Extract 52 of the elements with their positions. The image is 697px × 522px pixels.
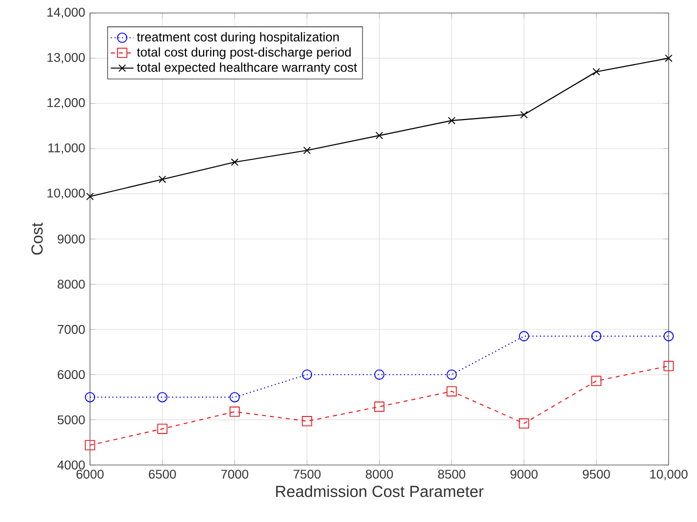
point: [303, 146, 311, 154]
point: [302, 369, 312, 380]
point: [230, 406, 240, 417]
y-tick-label: 14,000: [48, 8, 85, 18]
x-tick-label: 8500: [438, 470, 466, 479]
point: [374, 369, 384, 380]
point: [591, 331, 602, 342]
point: [520, 110, 528, 118]
point: [376, 132, 384, 140]
y-tick-label: 5000: [58, 415, 85, 424]
legend-label: total expected healthcare warranty cost: [136, 62, 358, 74]
point: [158, 176, 166, 184]
point: [157, 424, 168, 434]
y-axis-title: Cost: [31, 222, 43, 255]
point: [664, 360, 674, 372]
x-tick-label: 7500: [294, 470, 321, 479]
point: [592, 68, 600, 76]
x-axis-title: Readmission Cost Parameter: [276, 485, 484, 498]
y-tick-label: 4000: [57, 460, 85, 470]
y-tick-label: 8000: [58, 280, 85, 289]
point: [448, 116, 456, 124]
y-tick-label: 12,000: [48, 98, 85, 109]
x-tick-label: 6000: [76, 470, 104, 479]
point: [374, 402, 384, 412]
x-tick-label: 8000: [366, 470, 393, 479]
x-tick-label: 6500: [148, 470, 176, 479]
x-tick-label: 9000: [510, 470, 538, 479]
y-tick-label: 6000: [58, 370, 85, 380]
point: [518, 418, 530, 429]
point: [84, 392, 96, 402]
y-tick-label: 9000: [58, 234, 85, 244]
point: [230, 392, 240, 402]
point: [84, 440, 96, 450]
point: [664, 54, 672, 62]
legend-label: total cost during post-discharge period: [136, 47, 351, 60]
x-tick-label: 7000: [221, 470, 248, 479]
point: [86, 192, 94, 200]
x-tick-label: 10,000: [650, 470, 688, 480]
y-tick-label: 13,000: [48, 52, 85, 64]
point: [518, 331, 530, 342]
point: [302, 416, 312, 426]
point: [230, 158, 238, 166]
y-tick-label: 10,000: [48, 188, 85, 200]
point: [446, 369, 457, 380]
point: [157, 392, 168, 402]
point: [664, 331, 674, 342]
point: [591, 376, 602, 386]
y-tick-label: 11,000: [48, 143, 85, 154]
legend-label: treatment cost during hospitalization: [136, 32, 339, 44]
x-tick-label: 9500: [582, 470, 610, 479]
y-tick-label: 7000: [58, 324, 85, 334]
point: [446, 386, 457, 396]
